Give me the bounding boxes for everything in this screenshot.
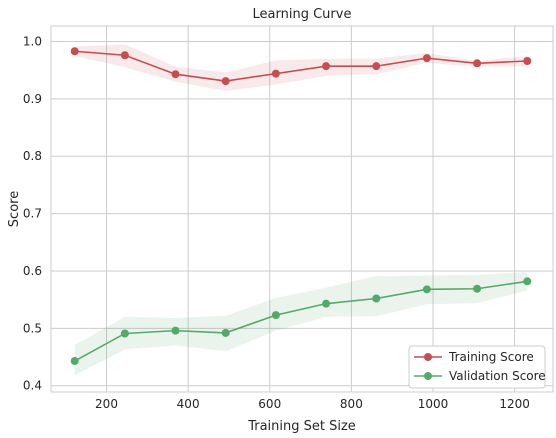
x-tick-label: 800 [340, 397, 363, 411]
y-tick-label: 0.6 [23, 264, 42, 278]
validation-score-point [322, 300, 330, 308]
y-tick-label: 0.5 [23, 321, 42, 335]
legend-validation-label: Validation Score [449, 369, 546, 383]
validation-score-point [171, 327, 179, 335]
training-score-point [372, 62, 380, 70]
validation-score-point [222, 329, 230, 337]
validation-score-point [372, 294, 380, 302]
validation-score-point [71, 357, 79, 365]
validation-score-point [473, 285, 481, 293]
training-score-point [272, 70, 280, 78]
training-score-point [322, 62, 330, 70]
x-tick-label: 200 [95, 397, 118, 411]
y-axis-label: Score [7, 191, 22, 227]
legend-validation-marker [424, 372, 432, 380]
y-tick-label: 1.0 [23, 34, 42, 48]
validation-score-point [523, 277, 531, 285]
training-score-point [71, 47, 79, 55]
legend-training-marker [424, 353, 432, 361]
x-tick-label: 1200 [499, 397, 530, 411]
training-score-point [222, 77, 230, 85]
legend: Training Score Validation Score [409, 346, 546, 388]
validation-score-point [272, 311, 280, 319]
y-tick-label: 0.9 [23, 92, 42, 106]
x-tick-label: 600 [258, 397, 281, 411]
y-tick-label: 0.7 [23, 207, 42, 221]
y-tick-label: 0.8 [23, 149, 42, 163]
legend-training-label: Training Score [448, 350, 534, 364]
y-tick-label: 0.4 [23, 379, 42, 393]
validation-score-point [423, 285, 431, 293]
validation-score-point [121, 329, 129, 337]
training-score-point [423, 54, 431, 62]
training-score-point [473, 59, 481, 67]
x-tick-label: 1000 [418, 397, 449, 411]
training-score-point [121, 51, 129, 59]
x-tick-label: 400 [177, 397, 200, 411]
training-score-point [171, 70, 179, 78]
x-axis-label: Training Set Size [247, 419, 356, 434]
chart-title: Learning Curve [253, 7, 352, 22]
training-score-point [523, 57, 531, 65]
